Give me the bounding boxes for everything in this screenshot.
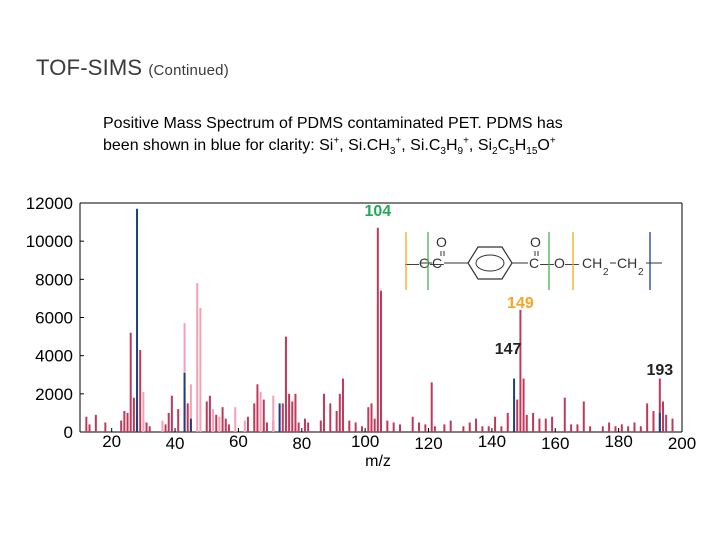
caption-sep1: , Si.CH xyxy=(339,137,390,154)
y-tick-label: 8000 xyxy=(35,270,73,289)
ion4-sub1: 2 xyxy=(492,146,498,158)
ion4-charge: + xyxy=(549,135,556,147)
x-tick-label: 180 xyxy=(604,432,632,451)
caption-sep3: , Si xyxy=(468,137,493,154)
x-tick-label: 100 xyxy=(351,432,379,451)
peak-label-104: 104 xyxy=(364,203,391,220)
y-tick-label: 10000 xyxy=(26,232,73,251)
ion1-charge: + xyxy=(333,135,340,147)
struct-ch2-a-sub: 2 xyxy=(603,267,609,278)
x-tick-label: 160 xyxy=(541,434,569,453)
pet-repeat-unit-structure: —O— C O C O —O— CH 2 CH 2 xyxy=(405,232,662,290)
ion4-h: H xyxy=(514,137,527,154)
ion2-charge: + xyxy=(395,135,402,147)
x-tick-labels: 20 40 60 80 100 120 140 160 180 200 xyxy=(102,428,696,453)
ion2-sub: 3 xyxy=(389,146,396,158)
peak-labels: 104 149 147 193 xyxy=(364,203,673,379)
struct-ch2-b-sub: 2 xyxy=(638,267,644,278)
x-tick-label: 60 xyxy=(229,432,248,451)
ion4-c: C xyxy=(497,137,510,154)
spectrum-bars xyxy=(85,208,674,432)
peak-label-193: 193 xyxy=(646,362,673,379)
x-tick-label: 20 xyxy=(102,432,121,451)
x-tick-label: 140 xyxy=(478,432,506,451)
ion4-sub2: 5 xyxy=(509,146,515,158)
caption: Positive Mass Spectrum of PDMS contamina… xyxy=(103,113,663,157)
caption-line1: Positive Mass Spectrum of PDMS contamina… xyxy=(103,115,563,132)
struct-o-top-left: O xyxy=(436,234,447,250)
peak-label-149: 149 xyxy=(507,295,534,312)
ion4-o: O xyxy=(537,137,550,154)
benzene-ring-inner xyxy=(475,254,505,272)
peak-label-147: 147 xyxy=(495,341,522,358)
slide-title-main: TOF-SIMS xyxy=(36,55,143,80)
x-tick-label: 200 xyxy=(668,434,696,453)
ion4-sub3: 15 xyxy=(526,146,538,158)
struct-ch2-a: CH xyxy=(582,255,602,271)
ion3-sub2: 9 xyxy=(457,146,464,158)
x-tick-label: 40 xyxy=(166,434,185,453)
x-tick-label: 80 xyxy=(292,434,311,453)
y-tick-label: 6000 xyxy=(35,309,73,328)
ion3-h: H xyxy=(445,137,458,154)
struct-ch2-b: CH xyxy=(617,255,637,271)
y-tick-label: 0 xyxy=(64,423,73,442)
caption-sep2: , Si.C xyxy=(401,137,441,154)
struct-dash-mid: —O— xyxy=(540,255,579,271)
y-tick-label: 4000 xyxy=(35,347,73,366)
slide-title-sub: (Continued) xyxy=(148,62,229,79)
benzene-ring xyxy=(467,246,513,280)
y-tick-label: 12000 xyxy=(26,194,73,213)
struct-c-left: C xyxy=(432,255,442,271)
y-tick-labels: 0 2000 4000 6000 8000 10000 12000 xyxy=(26,194,84,442)
ion3-sub1: 3 xyxy=(440,146,446,158)
struct-o-top-right: O xyxy=(530,234,541,250)
x-tick-label: 120 xyxy=(414,434,442,453)
struct-dash-left: —O— xyxy=(405,255,444,271)
struct-c-right: C xyxy=(529,255,539,271)
x-axis-title: m/z xyxy=(365,453,391,470)
slide-title: TOF-SIMS (Continued) xyxy=(36,55,229,81)
ion3-charge: + xyxy=(463,135,469,147)
y-tick-label: 2000 xyxy=(35,385,73,404)
caption-prefix: been shown in blue for clarity: Si xyxy=(103,137,334,154)
